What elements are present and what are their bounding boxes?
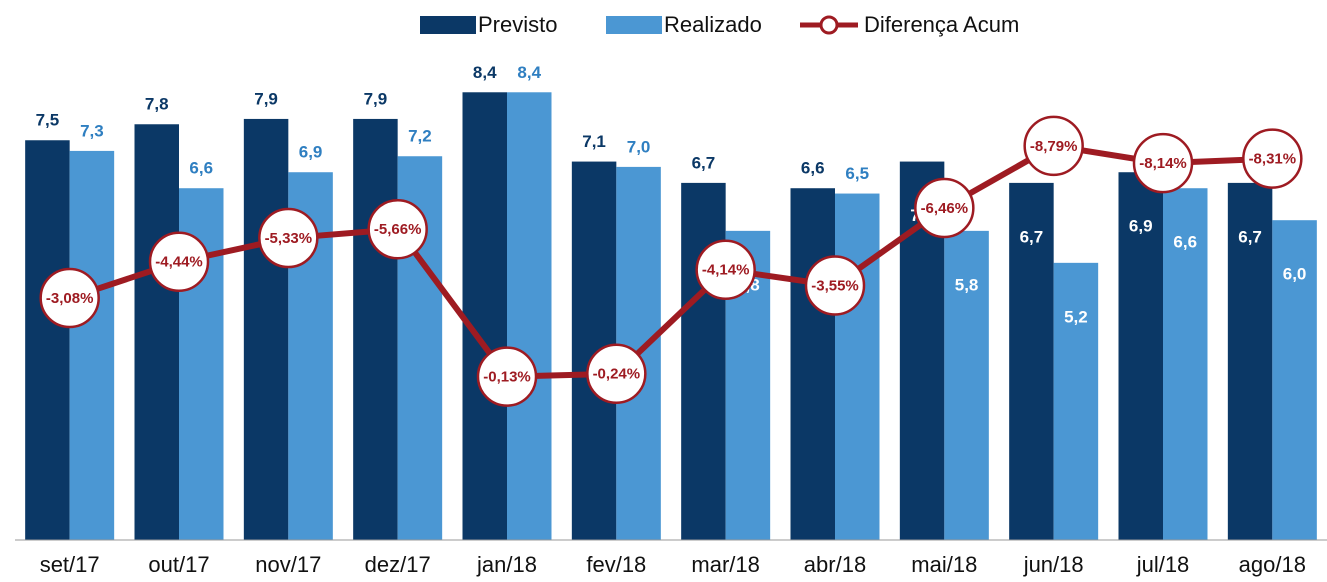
- bar-value-label: 7,3: [80, 121, 104, 140]
- line-value-label: -8,31%: [1249, 151, 1297, 168]
- bar-value-label: 8,4: [517, 63, 541, 82]
- bar: [1163, 188, 1208, 540]
- x-tick-label: mai/18: [911, 552, 977, 577]
- legend-swatch: [606, 16, 662, 34]
- line-marker: [1023, 115, 1084, 177]
- bar-value-label: 6,6: [1173, 233, 1197, 252]
- bar-value-label: 6,5: [845, 164, 869, 183]
- line-marker: [39, 267, 100, 329]
- x-tick-label: jun/18: [1023, 552, 1084, 577]
- line-marker: [476, 346, 538, 407]
- bar: [944, 230, 989, 541]
- bar-value-label: 7,1: [582, 132, 606, 151]
- bar-value-label: 6,7: [1020, 227, 1044, 246]
- line-marker: [914, 177, 975, 239]
- bar-value-label: 5,8: [955, 275, 979, 294]
- bar-value-label: 7,9: [254, 89, 278, 108]
- x-tick-label: mar/18: [691, 552, 759, 577]
- bar-value-label: 5,2: [1064, 307, 1088, 326]
- bar: [507, 92, 552, 540]
- bar: [25, 140, 70, 540]
- bar-value-label: 6,9: [1129, 217, 1153, 236]
- bar-value-label: 6,7: [1238, 227, 1262, 246]
- line-value-label: -5,33%: [265, 230, 313, 247]
- x-tick-label: jul/18: [1136, 552, 1190, 577]
- bar-value-label: 8,4: [473, 63, 497, 82]
- x-tick-label: jan/18: [476, 552, 537, 577]
- x-tick-label: fev/18: [586, 552, 646, 577]
- bar-value-label: 7,5: [36, 111, 60, 130]
- line-marker: [258, 207, 319, 269]
- bar-value-label: 6,0: [1283, 265, 1307, 284]
- bar: [1272, 220, 1317, 540]
- bar: [1227, 182, 1273, 540]
- bar: [462, 92, 507, 540]
- line-value-label: -6,46%: [921, 200, 969, 217]
- x-tick-label: dez/17: [365, 552, 431, 577]
- x-tick-label: abr/18: [804, 552, 866, 577]
- bar-value-label: 6,9: [299, 143, 323, 162]
- line-value-label: -5,66%: [374, 221, 422, 238]
- x-tick-label: out/17: [148, 552, 209, 577]
- bar: [243, 118, 289, 541]
- line-marker: [148, 231, 210, 293]
- x-tick-label: nov/17: [255, 552, 321, 577]
- legend-swatch: [420, 16, 476, 34]
- line-value-label: -4,14%: [702, 262, 750, 279]
- bar: [1053, 262, 1099, 540]
- bar-value-label: 7,0: [627, 137, 651, 156]
- line-marker: [367, 199, 428, 260]
- line-value-label: -0,24%: [593, 366, 641, 383]
- bar: [134, 124, 179, 540]
- bar-value-label: 7,9: [364, 89, 388, 108]
- line-marker: [1242, 128, 1303, 189]
- legend-label: Realizado: [664, 12, 762, 37]
- legend-marker: [819, 15, 839, 35]
- bar: [1118, 172, 1163, 541]
- line-marker: [1132, 132, 1194, 194]
- line-value-label: -3,55%: [811, 277, 859, 294]
- bar-value-label: 6,7: [692, 153, 716, 172]
- bar: [1009, 182, 1054, 540]
- line-value-label: -4,44%: [155, 254, 203, 271]
- bar: [835, 193, 880, 541]
- line-value-label: -8,14%: [1139, 155, 1187, 172]
- bar-value-label: 7,8: [145, 95, 169, 114]
- line-marker: [695, 239, 756, 301]
- legend-label: Diferença Acum: [864, 12, 1019, 37]
- bar-value-label: 6,6: [189, 159, 213, 178]
- bar: [681, 182, 726, 540]
- line-marker: [586, 343, 647, 404]
- bar: [69, 150, 115, 540]
- line-value-label: -3,08%: [46, 290, 94, 307]
- bar-value-label: 6,6: [801, 159, 825, 178]
- x-tick-label: set/17: [40, 552, 100, 577]
- line-value-label: -0,13%: [483, 369, 531, 386]
- x-tick-label: ago/18: [1239, 552, 1306, 577]
- line-value-label: -8,79%: [1030, 138, 1078, 155]
- legend-label: Previsto: [478, 12, 557, 37]
- bar: [353, 118, 398, 541]
- line-marker: [804, 255, 866, 316]
- bar: [790, 188, 835, 540]
- bar-value-label: 7,2: [408, 127, 432, 146]
